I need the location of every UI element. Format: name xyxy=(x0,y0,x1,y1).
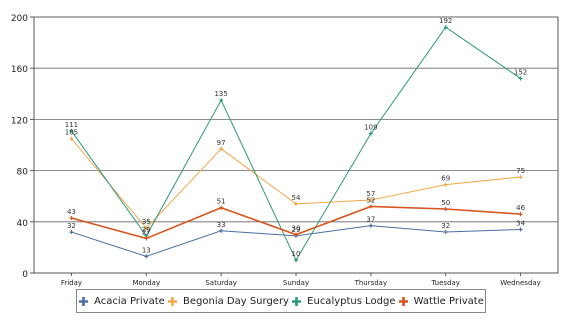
y-tick-label: 200 xyxy=(11,14,28,24)
data-point xyxy=(69,215,74,220)
data-point xyxy=(219,205,224,210)
legend-item: Acacia Private xyxy=(78,296,165,307)
y-tick-label: 120 xyxy=(11,116,28,126)
data-label: 32 xyxy=(67,222,76,230)
legend-swatch-icon xyxy=(168,296,177,306)
legend-item: Wattle Private xyxy=(398,296,484,307)
data-label: 10 xyxy=(292,250,301,258)
data-point xyxy=(443,230,448,235)
data-point xyxy=(294,232,298,237)
data-point xyxy=(368,198,373,203)
data-label: 97 xyxy=(217,139,226,147)
data-point xyxy=(443,207,448,211)
data-point xyxy=(368,204,373,209)
data-point xyxy=(443,182,448,187)
x-tick-label: Friday xyxy=(61,279,82,287)
data-label: 57 xyxy=(366,190,375,198)
data-label: 29 xyxy=(292,226,301,234)
y-tick-label: 160 xyxy=(11,65,28,75)
data-label: 105 xyxy=(65,129,78,137)
data-label: 32 xyxy=(441,222,450,230)
chart-legend: Acacia Private Begonia Day Surgery Eucalyp… xyxy=(76,289,486,313)
data-point xyxy=(219,98,224,103)
y-tick-label: 80 xyxy=(17,168,29,178)
data-point xyxy=(368,223,373,228)
data-point xyxy=(144,254,149,259)
x-tick-label: Saturday xyxy=(205,279,237,287)
data-label: 111 xyxy=(65,121,78,129)
data-point xyxy=(294,201,298,206)
data-point xyxy=(69,136,74,141)
x-tick-label: Wednesday xyxy=(500,279,541,287)
data-point xyxy=(144,226,149,231)
data-label: 52 xyxy=(366,196,375,204)
legend-item: Eucalyptus Lodge xyxy=(291,295,396,307)
x-tick-label: Thursday xyxy=(354,279,388,287)
series-line xyxy=(71,138,521,229)
x-tick-label: Tuesday xyxy=(430,279,459,287)
data-label: 69 xyxy=(441,175,450,183)
legend-label: Wattle Private xyxy=(413,295,484,307)
x-tick-label: Sunday xyxy=(283,279,309,287)
data-label: 33 xyxy=(217,221,226,229)
data-label: 51 xyxy=(217,198,226,206)
data-label: 30 xyxy=(292,225,301,233)
data-label: 35 xyxy=(142,218,151,226)
data-label: 152 xyxy=(514,68,527,76)
data-label: 75 xyxy=(516,167,525,175)
legend-label: Eucalyptus Lodge xyxy=(307,295,396,307)
legend-label: Acacia Private xyxy=(94,295,165,307)
data-label: 37 xyxy=(366,216,375,224)
legend-label: Begonia Day Surgery xyxy=(183,295,289,307)
data-label: 46 xyxy=(516,204,525,212)
data-label: 54 xyxy=(292,194,301,202)
legend-item: Begonia Day Surgery xyxy=(167,296,289,307)
data-label: 27 xyxy=(142,228,151,236)
data-point xyxy=(294,258,298,263)
data-label: 50 xyxy=(441,199,450,207)
y-tick-label: 40 xyxy=(17,219,29,229)
data-label: 135 xyxy=(214,90,227,98)
data-point xyxy=(219,228,224,233)
data-label: 109 xyxy=(364,123,377,131)
y-tick-label: 0 xyxy=(22,270,28,280)
data-point xyxy=(144,236,149,241)
legend-swatch-icon xyxy=(292,296,302,306)
legend-swatch-icon xyxy=(398,296,408,306)
data-label: 43 xyxy=(67,208,76,216)
data-point xyxy=(518,212,523,217)
data-point xyxy=(518,227,523,232)
data-point xyxy=(219,146,224,151)
data-point xyxy=(368,131,373,136)
data-label: 34 xyxy=(516,219,525,227)
data-point xyxy=(518,76,523,81)
data-label: 29 xyxy=(142,226,151,234)
data-point xyxy=(518,175,523,179)
data-point xyxy=(443,25,448,30)
data-point xyxy=(69,230,74,235)
data-label: 192 xyxy=(439,17,452,25)
legend-swatch-icon xyxy=(79,296,89,306)
x-tick-label: Monday xyxy=(132,279,160,287)
data-point xyxy=(69,128,74,133)
data-label: 13 xyxy=(142,246,151,254)
